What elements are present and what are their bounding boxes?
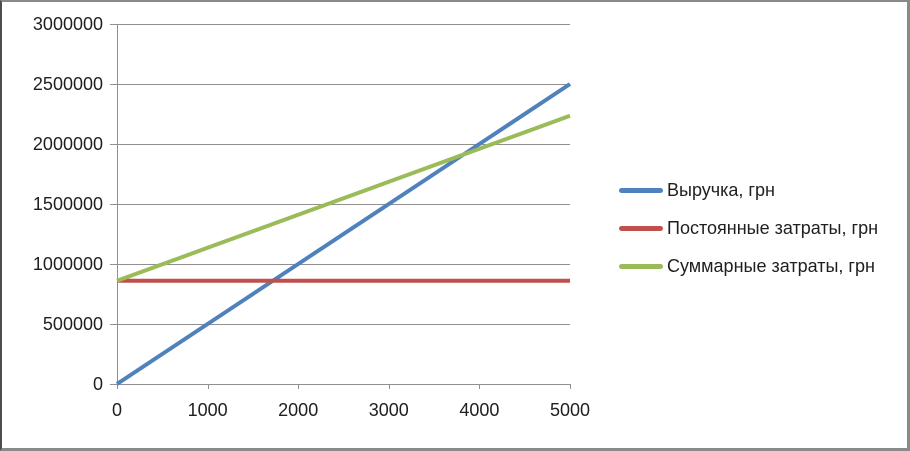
legend-label-revenue: Выручка, грн bbox=[667, 179, 775, 200]
legend-item-total-costs: Суммарные затраты, грн bbox=[619, 247, 878, 285]
legend-marker-revenue-icon bbox=[619, 187, 663, 193]
x-axis-tick-label: 2000 bbox=[278, 400, 319, 420]
y-axis-tick bbox=[110, 84, 117, 85]
x-axis-tick bbox=[207, 384, 209, 389]
x-axis-tick bbox=[117, 384, 118, 389]
y-axis-tick bbox=[110, 324, 117, 325]
y-axis-tick bbox=[110, 144, 117, 145]
legend-label-total-costs: Суммарные затраты, грн bbox=[667, 255, 875, 276]
x-axis-tick-label: 4000 bbox=[459, 400, 500, 420]
gridline bbox=[117, 204, 570, 205]
x-axis-tick bbox=[570, 384, 571, 389]
y-axis-tick bbox=[110, 24, 117, 25]
gridline bbox=[117, 264, 570, 265]
x-axis-tick-label: 0 bbox=[111, 400, 122, 420]
y-axis-tick-label: 2000000 bbox=[32, 134, 103, 154]
y-axis-tick-label: 1500000 bbox=[32, 194, 103, 214]
x-axis-tick-label: 1000 bbox=[187, 400, 228, 420]
gridline bbox=[117, 324, 570, 325]
legend-item-revenue: Выручка, грн bbox=[619, 171, 878, 209]
x-axis-tick bbox=[298, 384, 300, 389]
y-axis-line bbox=[117, 24, 118, 388]
y-axis-tick bbox=[110, 204, 117, 205]
x-axis-tick-label: 5000 bbox=[549, 400, 591, 420]
x-axis-tick-label: 3000 bbox=[368, 400, 409, 420]
y-axis-tick-label: 3000000 bbox=[32, 14, 103, 34]
gridline bbox=[117, 24, 570, 25]
y-axis-tick-label: 1000000 bbox=[32, 254, 103, 274]
x-axis-tick bbox=[479, 384, 481, 389]
legend-item-fixed-costs: Постоянные затраты, грн bbox=[619, 209, 878, 247]
legend-marker-fixed-costs-icon bbox=[619, 225, 663, 231]
legend: Выручка, грн Постоянные затраты, грн Сум… bbox=[619, 171, 878, 285]
gridline bbox=[117, 144, 570, 145]
x-axis-line bbox=[117, 384, 570, 385]
x-axis-tick bbox=[388, 384, 390, 389]
y-axis-tick-label: 0 bbox=[92, 374, 103, 394]
y-axis-tick-label: 2500000 bbox=[32, 74, 103, 94]
legend-marker-total-costs-icon bbox=[619, 263, 663, 269]
gridline bbox=[117, 84, 570, 85]
y-axis-tick bbox=[110, 264, 117, 265]
y-axis-tick bbox=[110, 384, 117, 385]
legend-label-fixed-costs: Постоянные затраты, грн bbox=[667, 217, 879, 238]
y-axis-tick-label: 500000 bbox=[42, 314, 103, 334]
